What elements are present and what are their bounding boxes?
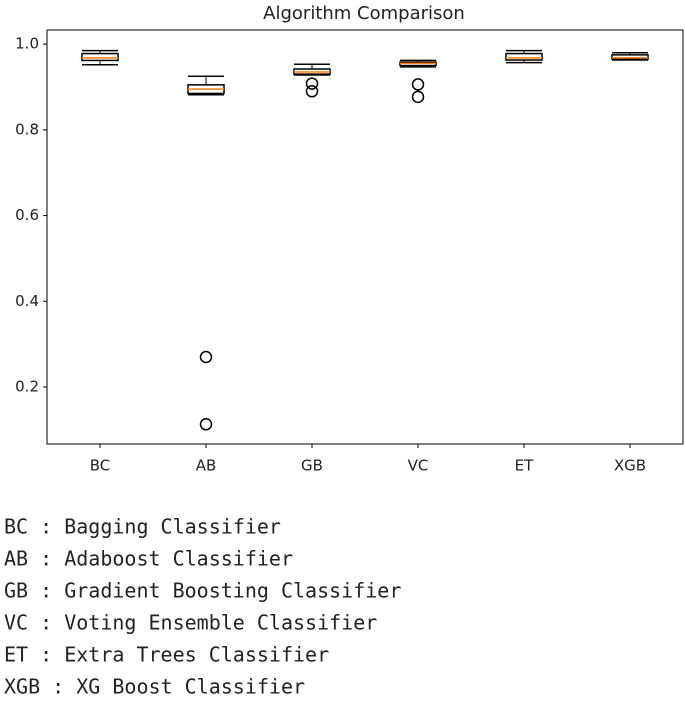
y-tick-label: 0.4: [15, 292, 39, 310]
y-tick-label: 0.8: [15, 120, 39, 138]
box: [81, 52, 119, 62]
plot-frame: [46, 29, 684, 445]
legend-note: ET : Extra Trees Classifier: [4, 643, 329, 667]
x-tick-label: GB: [301, 457, 323, 475]
x-tick-label: XGB: [614, 457, 646, 475]
y-tick-label: 0.2: [15, 378, 39, 396]
box: [505, 52, 543, 61]
y-tick-label: 1.0: [15, 35, 39, 53]
legend-note: AB : Adaboost Classifier: [4, 547, 293, 571]
outlier: [411, 90, 425, 104]
chart-title: Algorithm Comparison: [263, 3, 465, 24]
x-tick-label: VC: [408, 457, 429, 475]
outlier: [411, 78, 425, 91]
x-tick-label: AB: [196, 457, 217, 475]
box: [611, 54, 649, 60]
outlier: [305, 77, 319, 90]
legend-note: VC : Voting Ensemble Classifier: [4, 611, 377, 635]
x-tick-label: ET: [515, 457, 534, 475]
legend-note: GB : Gradient Boosting Classifier: [4, 579, 401, 603]
legend-note: XGB : XG Boost Classifier: [4, 675, 305, 699]
outlier: [199, 350, 213, 364]
legend-note: BC : Bagging Classifier: [4, 515, 281, 539]
x-tick-label: BC: [90, 457, 111, 475]
outlier: [305, 85, 319, 98]
y-tick-label: 0.6: [15, 206, 39, 224]
outlier: [199, 418, 213, 431]
